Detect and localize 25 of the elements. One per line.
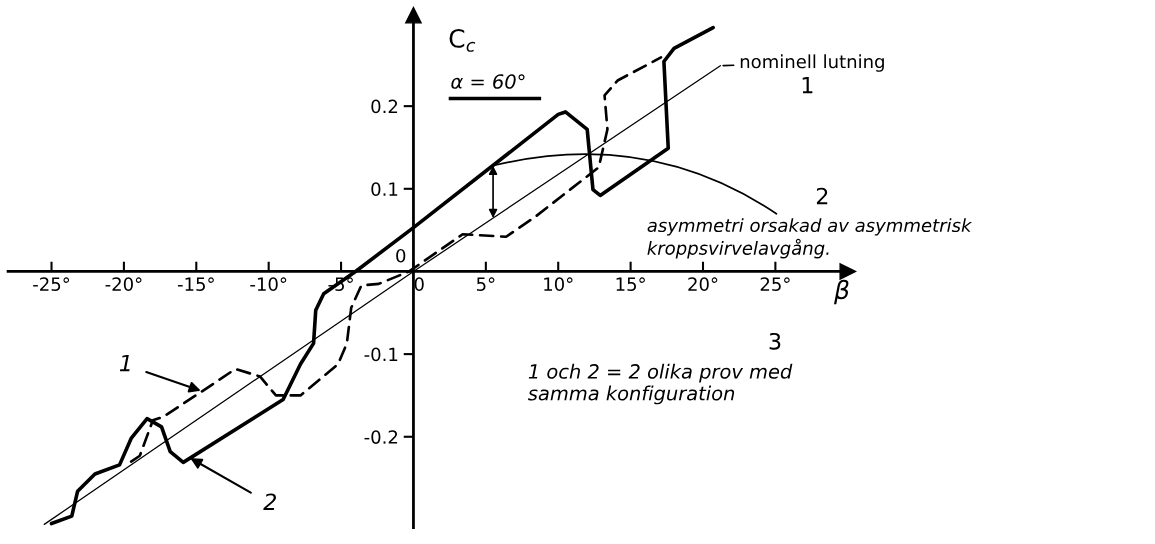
x-tick-label: -10°: [250, 277, 287, 291]
annotation: 1 och 2 = 2 olika prov med samma konfiguration: [528, 363, 793, 405]
y-tick-label: 0.1: [371, 182, 398, 196]
y-tick-label: 0.2: [371, 99, 398, 114]
annotation: 2: [816, 187, 828, 205]
annotation: 1: [119, 354, 130, 372]
x-axis-title: β: [834, 279, 849, 305]
x-tick-label: 5°: [476, 277, 495, 291]
annotation: 2: [263, 493, 276, 510]
annotation: 1: [802, 76, 813, 94]
x-tick-label: -20°: [105, 277, 142, 291]
annotation: α = 60°: [451, 74, 525, 89]
x-tick-label: 15°: [616, 277, 645, 291]
x-tick-label: 10°: [544, 277, 573, 291]
x-tick-label: 20°: [688, 277, 718, 291]
annotation: asymmetri orsakad av asymmetrisk kroppsvirvelavgång.: [647, 218, 973, 259]
annotation: 3: [769, 332, 781, 350]
x-tick-label: 25°: [760, 277, 790, 291]
annotation: 0: [396, 248, 406, 263]
annotation: nominell lutning: [740, 54, 884, 72]
x-tick-label: -15°: [177, 277, 214, 291]
y-tick-label: -0.1: [364, 347, 398, 362]
y-axis-title: C$_{c}$: [449, 28, 476, 52]
y-tick-label: -0.2: [364, 430, 398, 444]
x-tick-label: -25°: [33, 277, 70, 291]
